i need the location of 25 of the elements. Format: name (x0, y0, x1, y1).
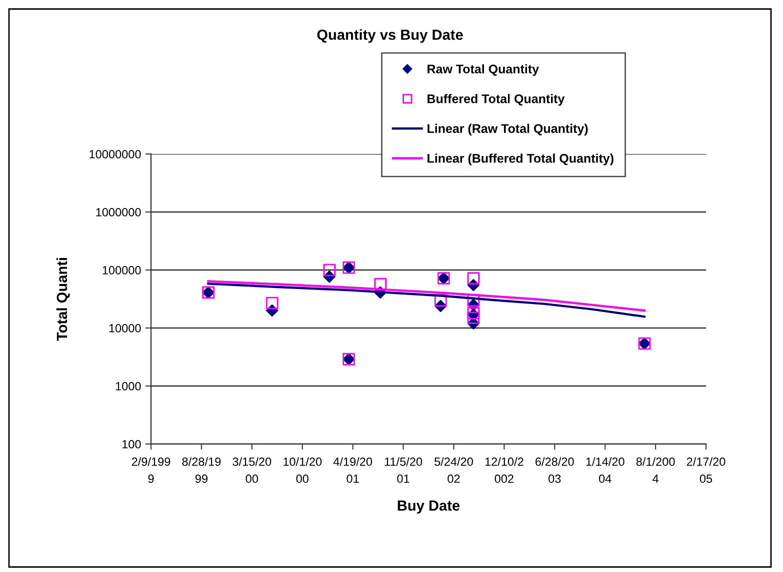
y-tick-label: 100000 (102, 266, 141, 274)
x-axis-title: Buy Date (398, 500, 460, 514)
legend-label: Linear (Raw Total Quantity) (428, 124, 588, 136)
y-axis-title: Total Quanti (56, 258, 70, 341)
x-tick-label: 4/19/20 01 (333, 457, 372, 483)
y-tick-label: 1000000 (96, 208, 141, 216)
y-tick-label: 10000 (109, 324, 141, 332)
legend-label: Raw Total Quantity (428, 64, 539, 76)
x-tick-label: 2/17/20 05 (686, 457, 726, 483)
y-tick-label: 1000 (116, 382, 141, 390)
x-tick-label: 10/1/20 00 (284, 457, 322, 483)
x-tick-label: 12/10/2 002 (485, 457, 524, 483)
legend-label: Buffered Total Quantity (428, 94, 565, 106)
x-tick-label: 6/28/20 03 (536, 457, 574, 483)
chart-title: Quantity vs Buy Date (317, 29, 463, 43)
y-tick-label: 100 (122, 440, 141, 448)
x-tick-label: 1/14/20 04 (586, 457, 624, 483)
x-tick-label: 3/15/20 00 (232, 457, 272, 483)
x-tick-label: 11/5/20 01 (384, 457, 422, 483)
y-tick-label: 10000000 (90, 150, 141, 158)
x-tick-label: 2/9/199 9 (132, 457, 170, 483)
legend-label: Linear (Buffered Total Quantity) (428, 154, 614, 166)
x-tick-label: 8/1/200 4 (636, 457, 675, 483)
x-tick-label: 5/24/20 02 (434, 457, 473, 483)
x-tick-label: 8/28/19 99 (182, 457, 221, 483)
